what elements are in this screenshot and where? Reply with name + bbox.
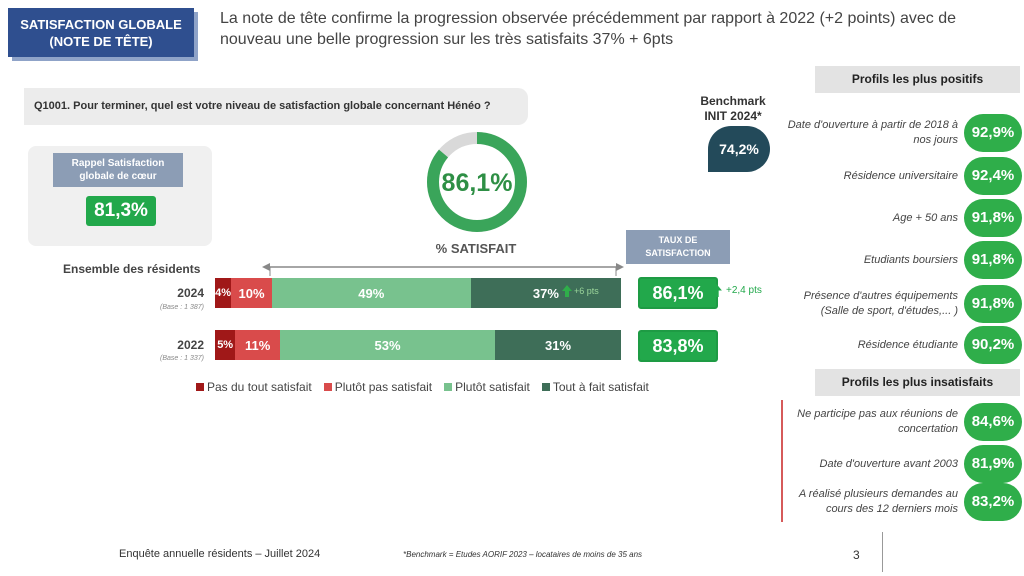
- legend-label: Plutôt satisfait: [455, 380, 530, 394]
- ensemble-label: Ensemble des résidents: [63, 262, 201, 276]
- arrow-up-icon: [711, 284, 722, 297]
- profile-row: Age + 50 ans 91,8%: [786, 199, 1022, 237]
- benchmark-value: 74,2%: [708, 126, 770, 172]
- arrow-up-icon: [562, 285, 572, 297]
- profile-row: Présence d'autres équipements (Salle de …: [786, 285, 1022, 323]
- inbar-delta: +6 pts: [562, 285, 599, 297]
- profile-score: 91,8%: [964, 241, 1022, 279]
- rappel-value: 81,3%: [86, 196, 156, 226]
- profile-score: 91,8%: [964, 199, 1022, 237]
- profile-row: Ne participe pas aux réunions de concert…: [786, 403, 1022, 441]
- bar-segment-2024-2: 10%: [231, 278, 272, 308]
- headline: La note de tête confirme la progression …: [220, 10, 956, 48]
- rappel-label: Rappel Satisfaction globale de cœur: [53, 153, 183, 187]
- donut-arc: [427, 132, 527, 232]
- legend-item: Tout à fait satisfait: [541, 380, 649, 394]
- legend-swatch: [541, 383, 550, 391]
- segment-label: 5%: [217, 339, 234, 351]
- profile-score: 92,4%: [964, 157, 1022, 195]
- profile-row: Etudiants boursiers 91,8%: [786, 241, 1022, 279]
- chart-legend: Pas du tout satisfait Plutôt pas satisfai…: [196, 380, 649, 394]
- page-divider: [882, 532, 883, 572]
- profile-label: A réalisé plusieurs demandes au cours de…: [798, 488, 958, 515]
- bar-segment-2022-4: 31%: [495, 330, 621, 360]
- footer-benchmark-note: *Benchmark = Etudes AORIF 2023 – locatai…: [403, 550, 643, 559]
- range-bracket: [262, 263, 624, 276]
- legend-swatch: [323, 383, 332, 391]
- segment-label: 10%: [238, 285, 265, 301]
- profile-score: 91,8%: [964, 285, 1022, 323]
- bar-segment-2022-1: 5%: [215, 330, 236, 360]
- legend-item: Plutôt satisfait: [444, 380, 530, 394]
- taux-value-2022: 83,8%: [638, 330, 718, 362]
- profile-score: 84,6%: [964, 403, 1022, 441]
- satisfaction-donut: 86,1%: [427, 132, 527, 232]
- legend-item: Pas du tout satisfait: [196, 380, 312, 394]
- bar-segment-2024-4: 37%: [470, 278, 621, 308]
- slide-title-line2: (NOTE DE TÊTE): [49, 33, 153, 49]
- legend-label: Tout à fait satisfait: [552, 380, 649, 394]
- stacked-bar-2022: 5% 11% 53% 31%: [215, 330, 621, 360]
- profile-label: Ne participe pas aux réunions de concert…: [797, 408, 958, 435]
- benchmark-title: Benchmark INIT 2024*: [700, 94, 766, 123]
- donut-label: % SATISFAIT: [435, 241, 517, 256]
- profile-row: Résidence étudiante 90,2%: [786, 326, 1022, 364]
- bar-segment-2024-3: 49%: [271, 278, 471, 308]
- base-label-2024: (Base : 1 387): [160, 304, 204, 311]
- profile-score: 90,2%: [964, 326, 1022, 364]
- segment-label: 49%: [358, 285, 385, 301]
- slide-title-line1: SATISFACTION GLOBALE: [20, 16, 182, 32]
- year-label-2024: 2024: [177, 286, 204, 300]
- profile-row: Date d'ouverture à partir de 2018 à nos …: [786, 114, 1022, 152]
- footer-survey-label: Enquête annuelle résidents – Juillet 202…: [119, 548, 321, 560]
- bar-segment-2024-1: 4%: [215, 278, 232, 308]
- profile-label: Age + 50 ans: [892, 211, 958, 224]
- segment-label: 4%: [215, 287, 232, 299]
- profile-label: Date d'ouverture avant 2003: [819, 457, 958, 470]
- slide-title-box: SATISFACTION GLOBALE (NOTE DE TÊTE): [8, 8, 194, 57]
- segment-label: 37%: [532, 285, 559, 301]
- profile-label: Présence d'autres équipements (Salle de …: [803, 290, 958, 317]
- negative-profiles-title: Profils les plus insatisfaits: [815, 369, 1020, 396]
- profile-score: 81,9%: [964, 445, 1022, 483]
- legend-swatch: [196, 383, 204, 391]
- stacked-bar-2024: 4% 10% 49% 37%: [215, 278, 621, 308]
- legend-item: Plutôt pas satisfait: [323, 380, 433, 394]
- taux-delta: +2,4 pts: [711, 284, 762, 297]
- taux-value-2024: 86,1%: [638, 277, 718, 309]
- legend-swatch: [444, 383, 453, 391]
- profile-label: Résidence étudiante: [857, 338, 958, 351]
- bar-segment-2022-3: 53%: [279, 330, 496, 360]
- profile-score: 83,2%: [964, 483, 1022, 521]
- legend-label: Plutôt pas satisfait: [334, 380, 433, 394]
- year-label-2022: 2022: [177, 338, 204, 352]
- profile-row: A réalisé plusieurs demandes au cours de…: [786, 483, 1022, 521]
- question-banner: Q1001. Pour terminer, quel est votre niv…: [24, 88, 528, 125]
- taux-label: TAUX DE SATISFACTION: [626, 230, 730, 264]
- profile-row: Résidence universitaire 92,4%: [786, 157, 1022, 195]
- bar-segment-2022-2: 11%: [235, 330, 280, 360]
- profile-score: 92,9%: [964, 114, 1022, 152]
- profile-row: Date d'ouverture avant 2003 81,9%: [786, 445, 1022, 483]
- donut-value: 86,1%: [442, 169, 513, 197]
- profile-label: Date d'ouverture à partir de 2018 à nos …: [787, 119, 958, 146]
- base-label-2022: (Base : 1 337): [160, 355, 204, 362]
- profile-label: Résidence universitaire: [843, 169, 958, 182]
- segment-label: 11%: [244, 337, 271, 353]
- positive-profiles-title: Profils les plus positifs: [815, 66, 1020, 93]
- page-number: 3: [853, 548, 860, 562]
- negative-accent-line: [781, 400, 783, 522]
- legend-label: Pas du tout satisfait: [207, 380, 312, 394]
- segment-label: 53%: [374, 337, 401, 353]
- taux-delta-text: +2,4 pts: [726, 285, 762, 296]
- profile-label: Etudiants boursiers: [863, 253, 958, 266]
- segment-label: 31%: [545, 337, 572, 353]
- inbar-delta-text: +6 pts: [574, 286, 599, 296]
